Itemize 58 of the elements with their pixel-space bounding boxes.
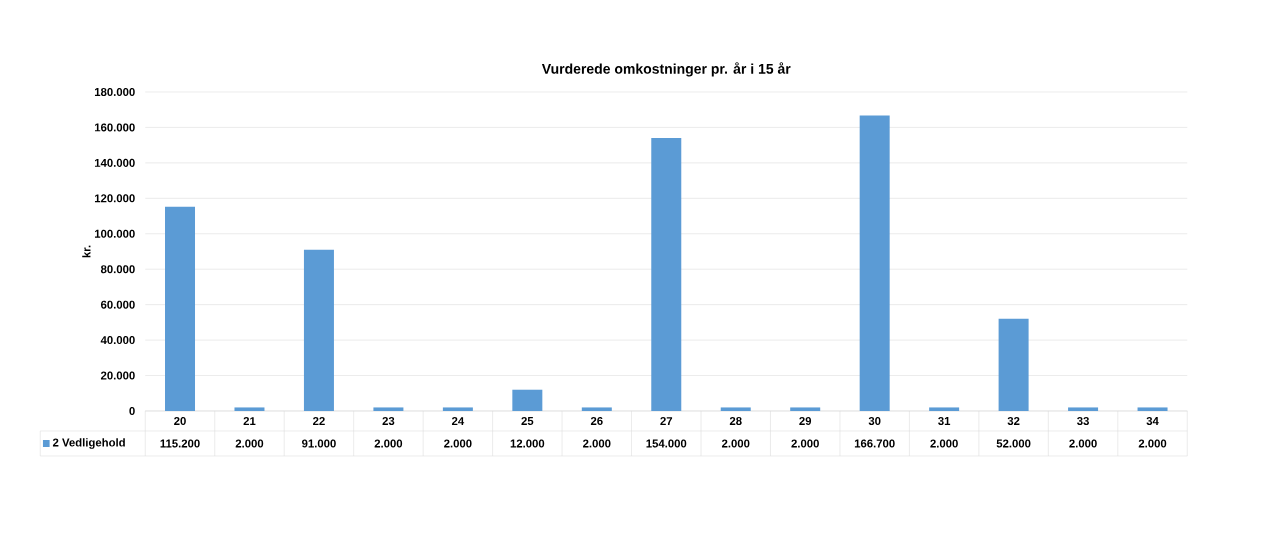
- data-label: 2.000: [374, 439, 403, 448]
- y-tick-label: 20.000: [100, 371, 135, 380]
- data-label: 2.000: [721, 439, 750, 448]
- bar: [929, 407, 960, 411]
- x-tick-label: 29: [799, 416, 812, 425]
- data-label: 2.000: [1138, 439, 1167, 448]
- bar: [165, 206, 196, 411]
- x-tick-label: 34: [1146, 416, 1159, 425]
- bar: [790, 407, 821, 411]
- x-tick-label: 22: [313, 417, 325, 425]
- x-tick-label: 27: [660, 417, 673, 425]
- x-tick-label: 31: [938, 416, 951, 425]
- bar: [373, 407, 404, 411]
- y-tick-label: 140.000: [94, 158, 135, 167]
- bar: [651, 138, 682, 411]
- data-label: 12.000: [510, 439, 545, 448]
- bar: [581, 407, 612, 411]
- data-label: 91.000: [302, 439, 336, 448]
- data-label: 2.000: [444, 439, 472, 448]
- data-label: 2.000: [791, 439, 819, 448]
- data-label: 52.000: [996, 439, 1031, 448]
- y-tick-label: 160.000: [94, 123, 135, 132]
- chart-title: Vurderede omkostninger pr. år i 15 år: [541, 62, 791, 77]
- x-tick-label: 23: [382, 416, 395, 425]
- x-tick-label: 20: [174, 416, 186, 425]
- data-label: 154.000: [646, 439, 687, 448]
- data-label: 115.200: [160, 439, 200, 448]
- bar: [303, 249, 334, 411]
- data-label: 166.700: [854, 439, 895, 448]
- data-label: 2.000: [583, 439, 611, 448]
- data-label: 2.000: [1069, 439, 1097, 448]
- bar: [1137, 407, 1168, 411]
- y-tick-label: 0: [129, 406, 135, 415]
- legend-label: 2 Vedligehold: [52, 438, 125, 449]
- data-label: 2.000: [930, 439, 958, 448]
- bar: [998, 318, 1029, 411]
- x-tick-label: 28: [729, 416, 742, 425]
- x-tick-label: 21: [243, 417, 256, 425]
- y-tick-label: 180.000: [94, 87, 135, 96]
- x-tick-label: 24: [451, 417, 465, 425]
- bar: [512, 389, 543, 411]
- y-tick-label: 120.000: [94, 194, 135, 203]
- y-tick-label: 40.000: [100, 336, 135, 345]
- x-tick-label: 25: [521, 416, 534, 425]
- x-tick-label: 33: [1077, 416, 1089, 425]
- y-tick-label: 60.000: [100, 300, 135, 309]
- x-tick-label: 32: [1007, 416, 1020, 425]
- data-label: 2.000: [235, 439, 264, 448]
- y-axis-title: kr.: [82, 245, 91, 258]
- bar: [859, 115, 890, 411]
- bar: [234, 407, 265, 411]
- x-tick-label: 30: [868, 416, 881, 425]
- y-tick-label: 80.000: [100, 265, 135, 274]
- bar: [1068, 407, 1099, 411]
- bar: [720, 407, 751, 411]
- bar: [442, 407, 473, 411]
- x-tick-label: 26: [590, 416, 603, 425]
- y-tick-label: 100.000: [94, 229, 135, 238]
